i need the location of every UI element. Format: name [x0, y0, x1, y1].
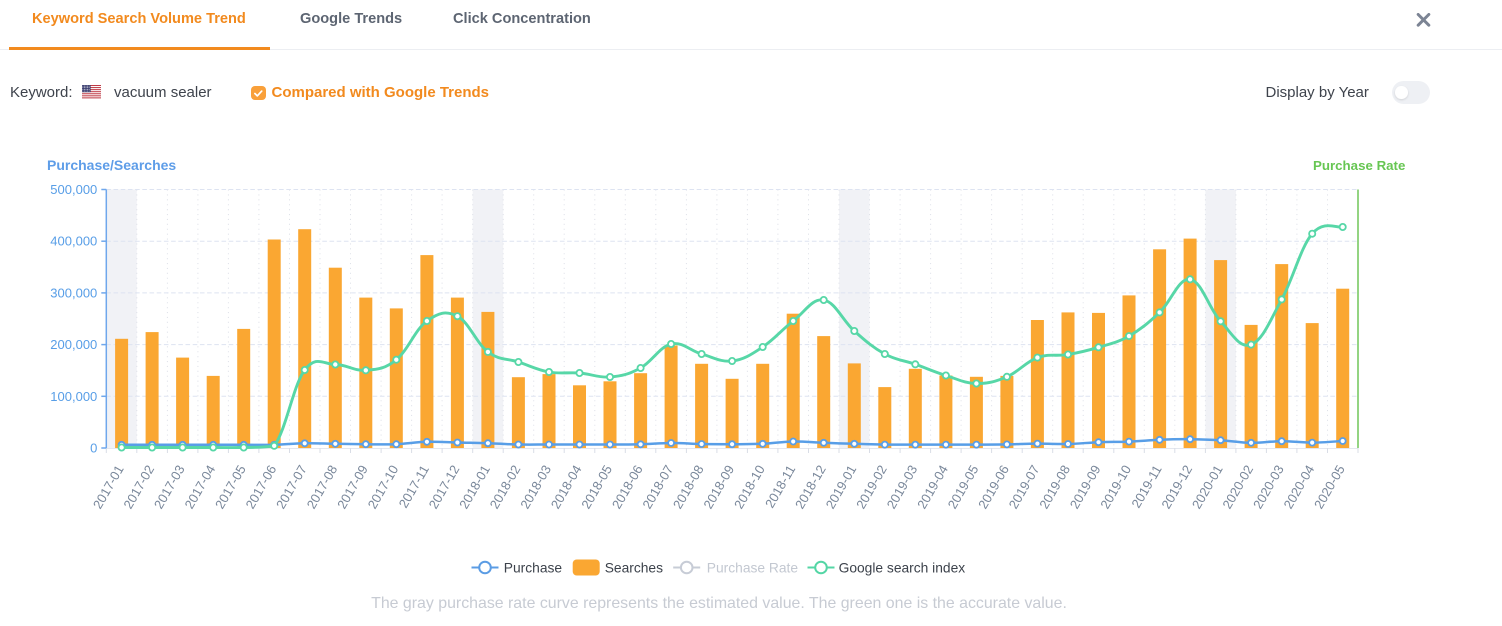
svg-text:100,000: 100,000 [50, 389, 97, 404]
svg-text:200,000: 200,000 [50, 337, 97, 352]
svg-text:Purchase/Searches: Purchase/Searches [47, 157, 176, 173]
svg-text:Searches: Searches [605, 560, 663, 575]
svg-text:Google search index: Google search index [839, 560, 966, 575]
svg-text:Purchase Rate: Purchase Rate [707, 560, 799, 575]
svg-text:0: 0 [90, 441, 97, 456]
svg-text:Purchase: Purchase [504, 560, 563, 575]
svg-text:The gray purchase rate curve r: The gray purchase rate curve represents … [371, 595, 1067, 612]
svg-text:400,000: 400,000 [50, 234, 97, 249]
svg-text:Purchase Rate: Purchase Rate [1313, 158, 1405, 173]
svg-text:500,000: 500,000 [50, 182, 97, 197]
svg-text:300,000: 300,000 [50, 285, 97, 300]
